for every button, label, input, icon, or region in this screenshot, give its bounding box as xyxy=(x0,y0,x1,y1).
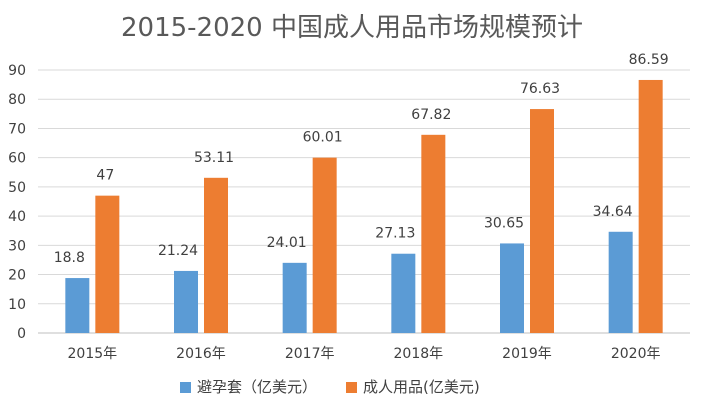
bar xyxy=(608,231,633,333)
bar xyxy=(391,253,416,333)
data-label: 86.59 xyxy=(629,52,669,68)
y-tick-label: 20 xyxy=(8,268,26,284)
bar xyxy=(500,243,524,333)
data-label: 24.01 xyxy=(267,235,307,251)
data-label: 67.82 xyxy=(411,107,451,123)
bar xyxy=(312,157,337,333)
x-axis-categories: 2015年 2016年 2017年 2018年 2019年 2020年 xyxy=(68,346,661,362)
y-tick-label: 30 xyxy=(8,238,26,254)
data-label: 27.13 xyxy=(375,226,415,242)
x-category-label: 2019年 xyxy=(502,346,552,362)
y-tick-label: 80 xyxy=(8,92,26,108)
x-category-label: 2018年 xyxy=(394,346,444,362)
y-tick-label: 70 xyxy=(8,121,26,137)
data-label: 47 xyxy=(96,168,114,184)
data-label: 30.65 xyxy=(484,215,524,231)
bar xyxy=(204,177,228,333)
x-category-label: 2016年 xyxy=(176,346,226,362)
y-tick-label: 50 xyxy=(8,180,26,196)
y-tick-label: 90 xyxy=(8,63,26,79)
chart-title: 2015-2020 中国成人用品市场规模预计 xyxy=(121,13,583,43)
bar xyxy=(530,109,554,333)
y-axis-ticks: 0 10 20 30 40 50 60 70 80 90 xyxy=(8,63,26,342)
y-tick-label: 0 xyxy=(17,326,26,342)
gridlines xyxy=(38,69,690,334)
data-label: 18.8 xyxy=(54,250,85,266)
x-category-label: 2015年 xyxy=(68,346,118,362)
y-tick-label: 60 xyxy=(8,151,26,167)
bar xyxy=(638,79,663,333)
legend: 避孕套（亿美元） 成人用品(亿美元) xyxy=(180,378,480,396)
y-tick-label: 40 xyxy=(8,209,26,225)
data-label: 34.64 xyxy=(593,204,633,220)
data-label: 60.01 xyxy=(303,130,343,146)
data-label: 53.11 xyxy=(194,150,234,166)
bars xyxy=(65,79,663,333)
legend-swatch xyxy=(346,382,357,393)
bar xyxy=(174,270,198,333)
data-labels: 18.8 47 21.24 53.11 24.01 60.01 27.13 67.82 30.6… xyxy=(54,52,669,266)
legend-label: 成人用品(亿美元) xyxy=(363,378,480,396)
x-category-label: 2017年 xyxy=(285,346,335,362)
y-tick-label: 10 xyxy=(8,297,26,313)
data-label: 76.63 xyxy=(520,81,560,97)
data-label: 21.24 xyxy=(158,243,198,259)
legend-label: 避孕套（亿美元） xyxy=(197,378,317,396)
bar xyxy=(421,134,446,333)
bar xyxy=(282,262,307,333)
bar xyxy=(65,278,90,333)
legend-swatch xyxy=(180,382,191,393)
bar xyxy=(95,195,120,333)
x-category-label: 2020年 xyxy=(611,346,661,362)
